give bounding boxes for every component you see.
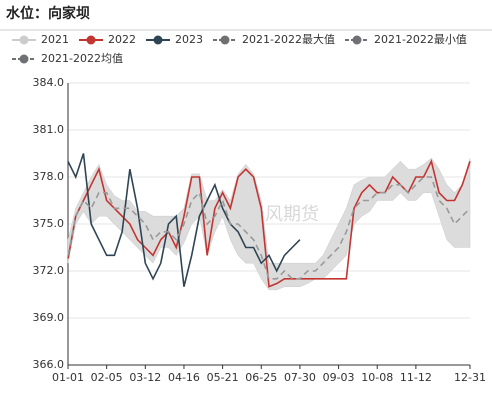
legend-item[interactable]: 2021-2022最大值 bbox=[213, 32, 335, 46]
y-tick-label: 372.0 bbox=[33, 264, 65, 277]
series-line bbox=[67, 176, 471, 280]
x-tick-label: 03-12 bbox=[129, 371, 161, 384]
legend-label: 2023 bbox=[175, 33, 203, 46]
legend-label: 2022 bbox=[108, 33, 136, 46]
legend-label: 2021-2022最大值 bbox=[242, 32, 335, 46]
x-tick-label: 05-21 bbox=[207, 371, 239, 384]
legend-symbol bbox=[220, 35, 230, 45]
legend-item[interactable]: 2021 bbox=[12, 33, 69, 46]
y-tick-label: 381.0 bbox=[33, 123, 65, 136]
x-tick-label: 07-30 bbox=[284, 371, 316, 384]
y-tick-label: 366.0 bbox=[33, 358, 65, 371]
series-line bbox=[67, 153, 301, 287]
x-tick-label: 04-16 bbox=[168, 371, 200, 384]
x-tick-label: 02-05 bbox=[91, 371, 123, 384]
legend-item[interactable]: 2021-2022均值 bbox=[12, 52, 123, 65]
legend-label: 2021-2022均值 bbox=[41, 52, 123, 65]
series-line bbox=[67, 159, 471, 288]
x-tick-label: 01-01 bbox=[52, 371, 84, 384]
legend-symbol bbox=[153, 35, 163, 45]
x-tick-label: 09-03 bbox=[323, 371, 355, 384]
legend-symbol bbox=[19, 35, 29, 45]
legend-label: 2021 bbox=[41, 33, 69, 46]
legend-label: 2021-2022最小值 bbox=[374, 33, 467, 46]
y-tick-label: 369.0 bbox=[33, 311, 65, 324]
legend-item[interactable]: 2023 bbox=[146, 33, 203, 46]
y-tick-label: 384.0 bbox=[33, 76, 65, 89]
legend-symbol bbox=[86, 35, 96, 45]
legend-symbol bbox=[352, 35, 362, 45]
legend-symbol bbox=[19, 54, 29, 64]
x-tick-label: 10-08 bbox=[361, 371, 393, 384]
x-tick-label: 12-31 bbox=[454, 371, 486, 384]
range-band bbox=[67, 157, 471, 291]
y-tick-label: 378.0 bbox=[33, 170, 65, 183]
y-tick-label: 375.0 bbox=[33, 217, 65, 230]
legend-item[interactable]: 2021-2022最小值 bbox=[344, 33, 467, 46]
legend-item[interactable]: 2022 bbox=[79, 33, 136, 46]
chart-title: 水位：向家坝 bbox=[6, 5, 90, 22]
x-tick-label: 11-12 bbox=[400, 371, 432, 384]
x-tick-label: 06-25 bbox=[245, 371, 277, 384]
